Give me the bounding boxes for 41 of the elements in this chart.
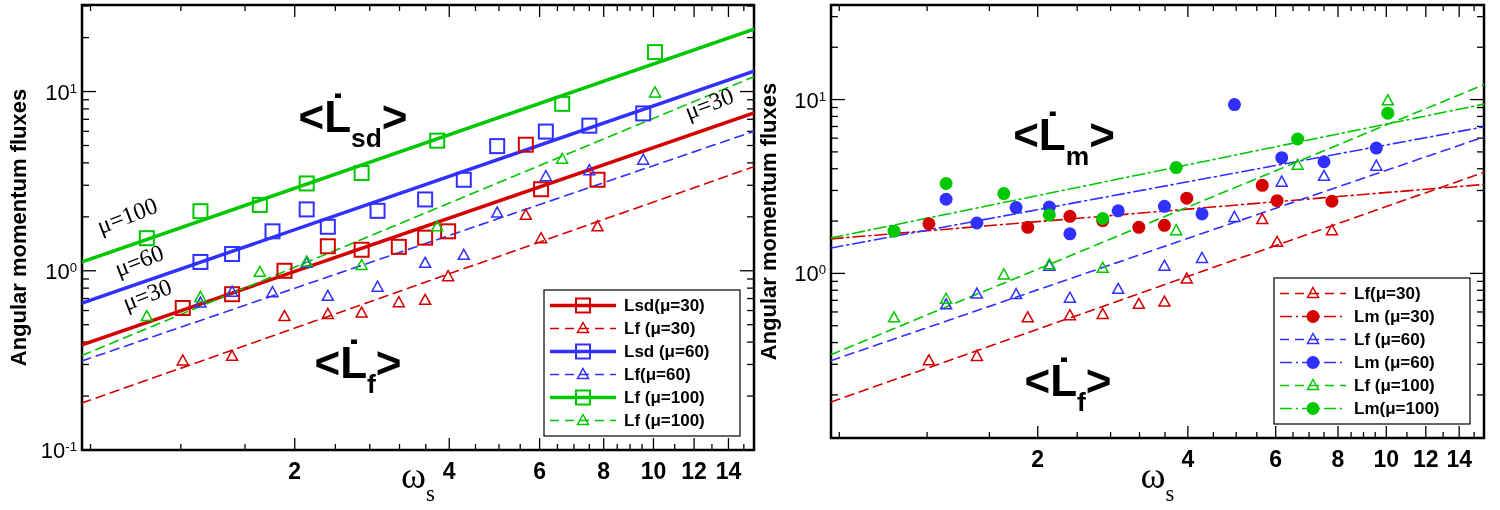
x-tick-label: 6 (1269, 446, 1283, 472)
legend-label: Lf (μ=60) (1354, 330, 1426, 349)
x-tick-label: 12 (1413, 446, 1439, 472)
annotation: <L̇$_{m}$> (1013, 110, 1115, 171)
y-tick-label: 10$^{0}$ (45, 258, 77, 284)
x-tick-label: 14 (715, 458, 742, 484)
x-tick-label: 4 (1181, 446, 1195, 472)
legend-label: Lf (μ=30) (624, 319, 696, 338)
x-tick-label: 10 (1373, 446, 1400, 472)
x-tick-label: 6 (533, 458, 547, 484)
annotation: <L̇$_{sd}$> (298, 92, 408, 153)
x-axis-title: ω$_{s}$ (1140, 454, 1175, 506)
x-tick-label: 12 (681, 458, 707, 484)
y-tick-label: 10$^{0}$ (794, 261, 826, 287)
x-tick-label: 4 (442, 458, 456, 484)
x-tick-label: 2 (288, 458, 302, 484)
legend-label: Lf (μ=100) (1354, 376, 1435, 395)
legend-label: Lm (μ=30) (1354, 307, 1435, 326)
legend-label: Lsd (μ=60) (624, 342, 710, 361)
x-tick-label: 8 (597, 458, 611, 484)
legend-label: Lm(μ=100) (1354, 399, 1440, 418)
y-tick-label: 10$^{1}$ (45, 79, 77, 105)
legend-label: Lf(μ=60) (624, 365, 691, 384)
legend-label: Lf (μ=100) (624, 411, 705, 430)
y-axis-title: Angular momentum fluxes (6, 88, 31, 367)
annotation: μ=30 (680, 82, 738, 125)
legend-label: Lf (μ=100) (624, 388, 705, 407)
x-tick-label: 14 (1446, 446, 1473, 472)
legend-label: Lf(μ=30) (1354, 284, 1421, 303)
annotation: <L̇$_{f}$> (314, 338, 402, 399)
x-axis-title: ω$_{s}$ (401, 454, 436, 506)
x-tick-label: 2 (1031, 446, 1045, 472)
annotation: <L̇$_{f}$> (1024, 356, 1112, 417)
x-tick-label: 10 (640, 458, 667, 484)
y-tick-label: 10$^{1}$ (794, 87, 826, 113)
legend-label: Lsd(μ=30) (624, 296, 705, 315)
legend-label: Lm (μ=60) (1354, 353, 1435, 372)
y-tick-label: 10$^{-1}$ (40, 438, 77, 463)
annotation: μ=100 (93, 192, 161, 239)
y-axis-title: Angular momentum fluxes (756, 82, 781, 361)
x-tick-label: 8 (1331, 446, 1345, 472)
